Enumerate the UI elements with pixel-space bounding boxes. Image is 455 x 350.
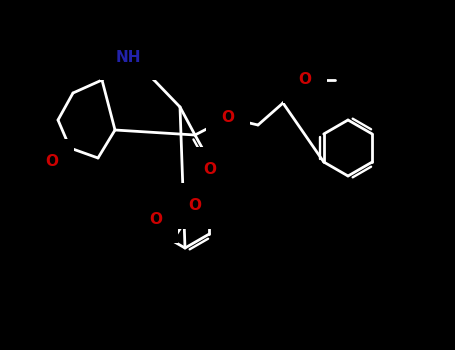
- Text: NH: NH: [115, 49, 141, 64]
- Text: O: O: [188, 198, 202, 214]
- Text: O: O: [149, 212, 162, 228]
- Text: O: O: [298, 72, 312, 88]
- Text: O: O: [222, 111, 234, 126]
- Text: O: O: [46, 154, 59, 169]
- Text: O: O: [203, 162, 217, 177]
